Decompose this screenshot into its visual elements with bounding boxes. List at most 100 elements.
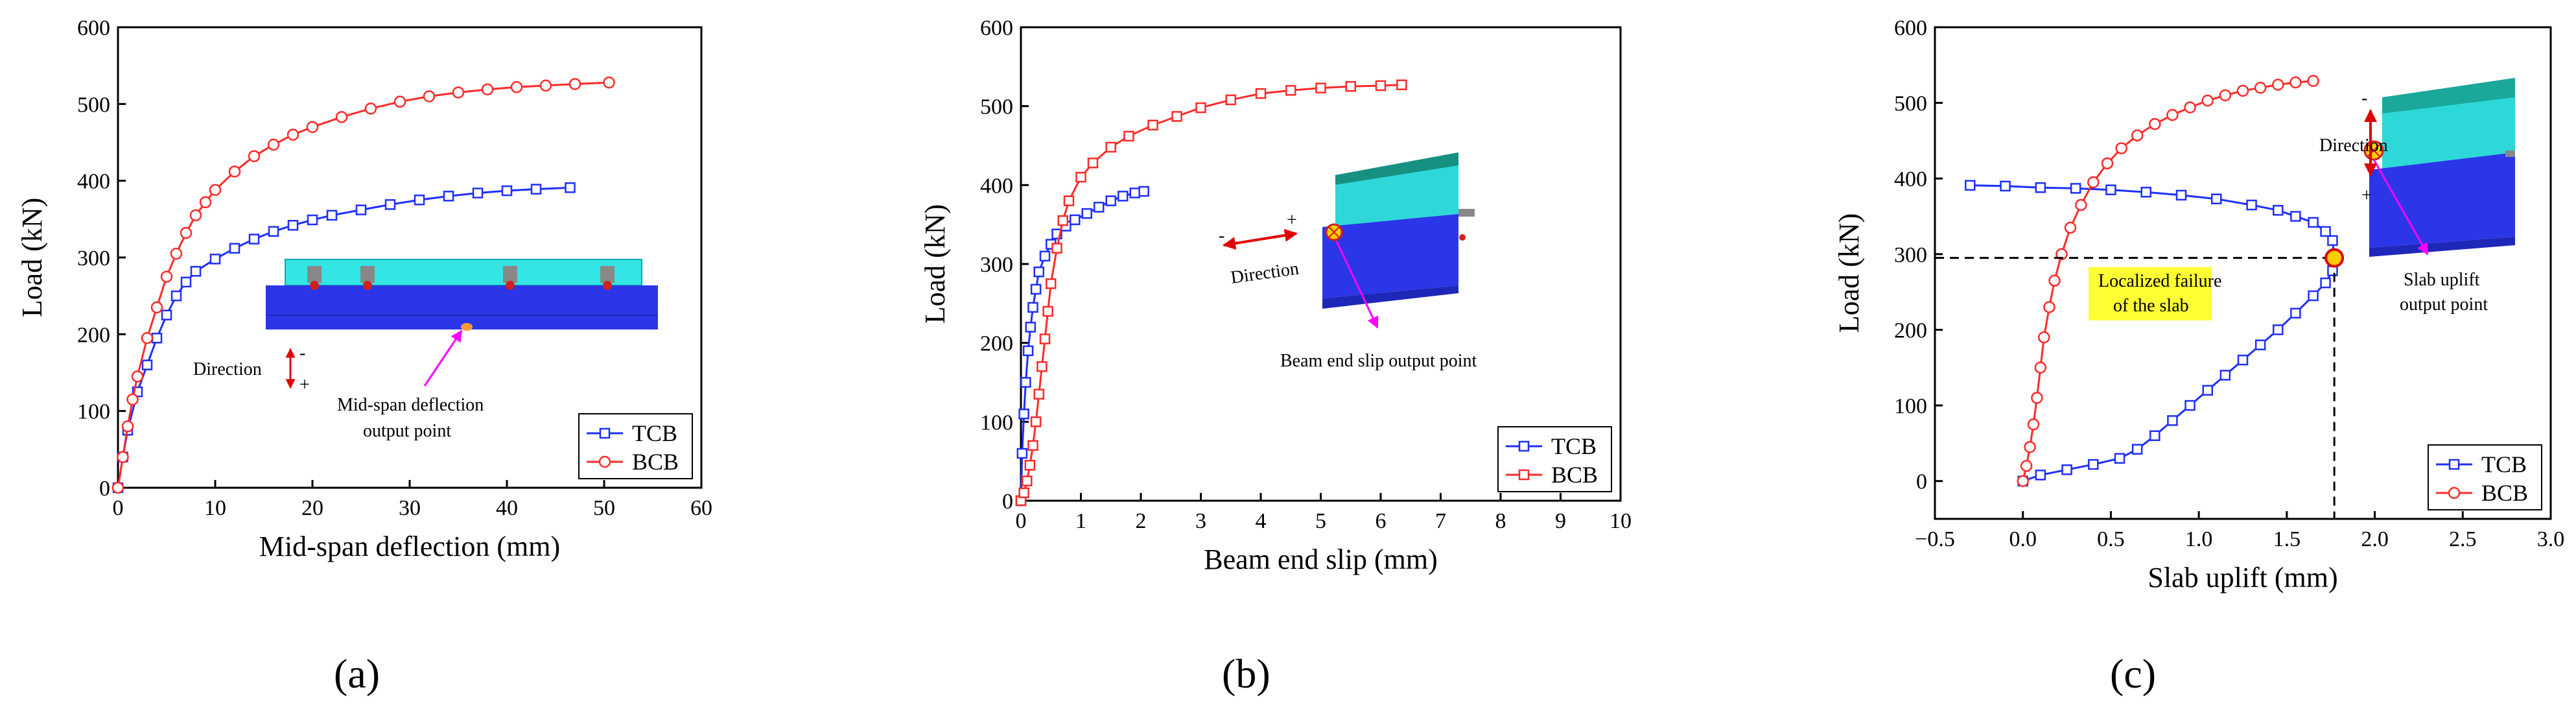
data-point-bcb (1075, 171, 1086, 183)
data-point-bcb (160, 270, 173, 283)
data-point-bcb (1315, 82, 1326, 93)
data-point-bcb (117, 451, 129, 463)
data-point-tcb (151, 333, 163, 344)
data-point-tcb (443, 191, 454, 202)
y-tick-label: 200 (980, 332, 1013, 356)
x-tick-label: 8 (1495, 509, 1506, 533)
chart-panel-c: −0.5 0.0 0.5 1.0 1.5 2.0 2.5 3.0 0 100 200 300 400 50… (1833, 16, 2564, 593)
data-point-bcb (189, 209, 202, 222)
output-point-label-a-line2: output point (363, 421, 451, 441)
data-point-tcb (141, 359, 153, 370)
data-point-bcb (510, 81, 523, 93)
data-point-bcb (2031, 392, 2043, 404)
chart-panel-a: 0 10 20 30 40 50 600100200300400500600Mid-span… (16, 16, 712, 562)
data-point-tcb (2131, 444, 2143, 455)
inset-schematic-b (1223, 152, 1475, 329)
data-point-bcb (2020, 460, 2033, 472)
legend-label-bcb: BCB (632, 449, 679, 475)
data-point-bcb (2027, 418, 2040, 431)
y-axis-label: Load (kN) (919, 204, 951, 324)
direction-plus-c: + (2361, 185, 2372, 206)
data-point-bcb (2201, 94, 2214, 107)
data-point-bcb (1195, 102, 1206, 114)
data-point-bcb (2254, 82, 2267, 94)
y-tick-label: 0 (99, 477, 110, 501)
data-point-bcb (199, 196, 212, 209)
data-point-tcb (2088, 459, 2099, 470)
data-point-tcb (2308, 217, 2319, 228)
panel-label-c: (c) (2110, 651, 2156, 697)
data-point-bcb (1147, 119, 1158, 131)
data-point-bcb (1030, 416, 1042, 427)
data-point-tcb (209, 254, 221, 265)
data-point-bcb (228, 165, 241, 178)
y-tick-label: 300 (1894, 243, 1927, 267)
data-point-bcb (2131, 129, 2144, 142)
data-point-bcb (1285, 85, 1296, 96)
data-point-bcb (452, 86, 465, 99)
data-point-bcb (1087, 158, 1099, 169)
data-point-bcb (1039, 333, 1051, 344)
data-point-tcb (414, 195, 425, 206)
legend-box (2428, 444, 2542, 510)
data-point-bcb (1042, 305, 1053, 317)
data-point-bcb (1171, 111, 1182, 122)
y-tick-label: 500 (980, 95, 1013, 119)
data-point-tcb (2035, 470, 2046, 481)
legend-marker-bcb (1518, 469, 1530, 481)
data-point-bcb (209, 184, 222, 197)
data-point-bcb (1123, 130, 1134, 142)
data-point-bcb (1024, 460, 1036, 471)
y-tick-label: 100 (980, 411, 1013, 435)
direction-plus-b: + (1287, 210, 1297, 230)
data-point-bcb (1036, 361, 1048, 372)
x-tick-label: 3 (1195, 509, 1206, 533)
data-point-bcb (1345, 81, 1356, 92)
legend-marker-tcb (2448, 459, 2460, 470)
x-tick-label: 0 (1016, 509, 1027, 533)
data-point-bcb (1063, 195, 1075, 206)
data-point-bcb (2087, 176, 2100, 189)
x-tick-label: 10 (204, 496, 226, 520)
data-point-tcb (268, 226, 279, 237)
data-point-bcb (481, 83, 494, 96)
x-tick-label: 1.5 (2273, 527, 2301, 551)
data-point-tcb (1965, 180, 1976, 191)
x-tick-label: 1.0 (2185, 527, 2213, 551)
data-point-tcb (1094, 202, 1105, 213)
data-point-tcb (565, 182, 576, 193)
legend-marker-tcb (1518, 440, 1530, 452)
data-point-bcb (150, 301, 163, 314)
y-tick-label: 600 (77, 16, 110, 40)
data-point-tcb (1118, 191, 1129, 202)
data-point-bcb (1022, 475, 1033, 486)
x-tick-label: 60 (690, 496, 712, 520)
data-point-bcb (393, 95, 406, 108)
data-point-tcb (2254, 339, 2266, 351)
series-line-bcb (1020, 84, 1402, 501)
data-point-bcb (1225, 94, 1236, 106)
data-point-bcb (131, 370, 144, 383)
y-tick-label: 0 (1002, 490, 1013, 514)
y-tick-label: 500 (1894, 92, 1927, 116)
data-point-tcb (1030, 283, 1042, 295)
data-point-bcb (2289, 76, 2302, 89)
data-point-bcb (568, 78, 581, 90)
data-point-bcb (267, 138, 280, 151)
data-point-tcb (326, 209, 338, 221)
data-point-bcb (539, 79, 552, 92)
data-point-tcb (161, 309, 172, 320)
failure-point-marker (2324, 248, 2345, 268)
direction-minus-c: - (2361, 88, 2367, 108)
data-point-bcb (2101, 157, 2114, 170)
data-point-tcb (229, 243, 240, 254)
data-point-bcb (2075, 198, 2087, 211)
data-point-bcb (2017, 475, 2029, 487)
data-point-tcb (1025, 322, 1036, 333)
y-tick-label: 400 (980, 174, 1013, 198)
x-tick-label: 4 (1256, 509, 1267, 533)
data-point-bcb (2219, 89, 2232, 102)
data-point-tcb (190, 266, 202, 277)
data-point-bcb (2115, 142, 2127, 154)
